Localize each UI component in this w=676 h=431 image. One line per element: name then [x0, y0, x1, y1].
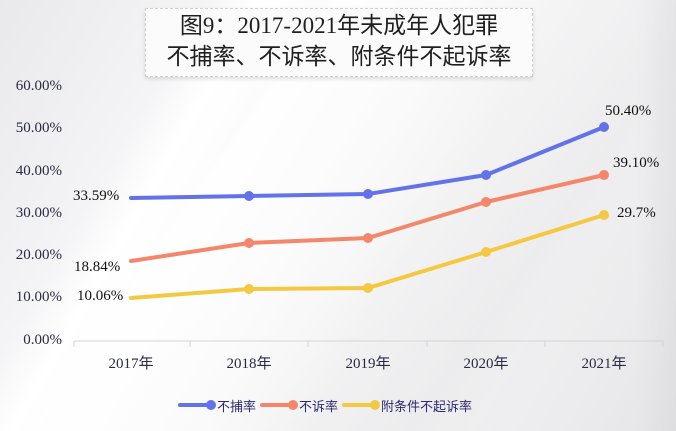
data-point[interactable]	[481, 197, 491, 207]
chart-title: 图9：2017-2021年未成年人犯罪 不捕率、不诉率、附条件不起诉率	[145, 8, 533, 77]
series-no-arrest-rate	[129, 122, 609, 201]
data-label-no-arrest-2017: 33.59%	[73, 188, 120, 204]
x-tick-2021: 2021年	[581, 356, 627, 372]
data-label-no-prosecution-2017: 18.84%	[74, 259, 121, 275]
legend-line-marker-icon	[178, 400, 216, 410]
y-tick-40: 40.00%	[15, 163, 62, 179]
legend-label: 不诉率	[299, 399, 339, 415]
y-tick-60: 60.00%	[15, 78, 62, 94]
data-point[interactable]	[599, 170, 609, 180]
series-no-prosecution-rate	[129, 170, 609, 263]
chart-title-line-1: 图9：2017-2021年未成年人犯罪	[179, 13, 499, 38]
y-tick-10: 10.00%	[15, 289, 62, 305]
data-point[interactable]	[363, 233, 373, 243]
data-label-no-prosecution-2021: 39.10%	[613, 155, 660, 171]
chart-title-line-2: 不捕率、不诉率、附条件不起诉率	[166, 44, 512, 69]
legend-line-marker-icon	[260, 400, 299, 410]
y-tick-0: 0.00%	[23, 332, 62, 348]
legend-line-marker-icon	[342, 400, 381, 410]
data-point[interactable]	[363, 283, 373, 293]
data-point[interactable]	[599, 122, 609, 132]
data-point[interactable]	[599, 210, 609, 220]
y-tick-20: 20.00%	[15, 247, 62, 263]
background-right-shading	[636, 0, 676, 431]
data-point[interactable]	[481, 247, 491, 257]
legend-label: 不捕率	[217, 399, 257, 415]
data-label-conditional-2021: 29.7%	[617, 205, 656, 221]
y-tick-30: 30.00%	[15, 205, 62, 221]
legend-item-no-prosecution-rate[interactable]: 不诉率	[260, 396, 338, 415]
data-point[interactable]	[244, 191, 254, 201]
x-axis	[73, 340, 664, 347]
data-point[interactable]	[481, 170, 491, 180]
x-tick-2018: 2018年	[226, 356, 272, 372]
x-tick-2020: 2020年	[463, 356, 509, 372]
chart-legend: 不捕率 不诉率 附条件不起诉率	[178, 396, 472, 415]
data-point[interactable]	[244, 238, 254, 248]
x-tick-2017: 2017年	[108, 356, 154, 372]
data-label-conditional-2017: 10.06%	[77, 288, 124, 304]
legend-item-no-arrest-rate[interactable]: 不捕率	[178, 396, 256, 415]
data-label-no-arrest-2021: 50.40%	[605, 103, 652, 119]
series-conditional-non-prosecution-rate	[129, 210, 609, 300]
legend-item-conditional-non-prosecution-rate[interactable]: 附条件不起诉率	[342, 396, 472, 415]
y-tick-50: 50.00%	[15, 120, 62, 136]
data-point[interactable]	[363, 189, 373, 199]
x-tick-2019: 2019年	[345, 356, 391, 372]
legend-label: 附条件不起诉率	[381, 399, 473, 415]
data-point[interactable]	[244, 284, 254, 294]
